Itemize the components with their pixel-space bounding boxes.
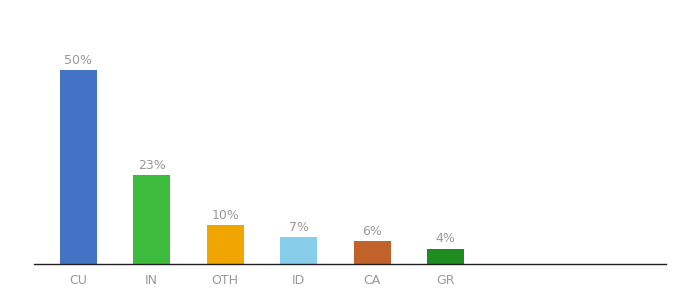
Bar: [207, 225, 243, 264]
Bar: [280, 237, 317, 264]
Text: 50%: 50%: [64, 54, 92, 68]
Bar: [428, 248, 464, 264]
Text: 4%: 4%: [436, 232, 456, 245]
Text: 23%: 23%: [138, 159, 165, 172]
Bar: [354, 241, 390, 264]
Text: 6%: 6%: [362, 225, 382, 238]
Bar: [60, 70, 97, 264]
Bar: [133, 175, 170, 264]
Text: 7%: 7%: [289, 221, 309, 234]
Text: 10%: 10%: [211, 209, 239, 222]
